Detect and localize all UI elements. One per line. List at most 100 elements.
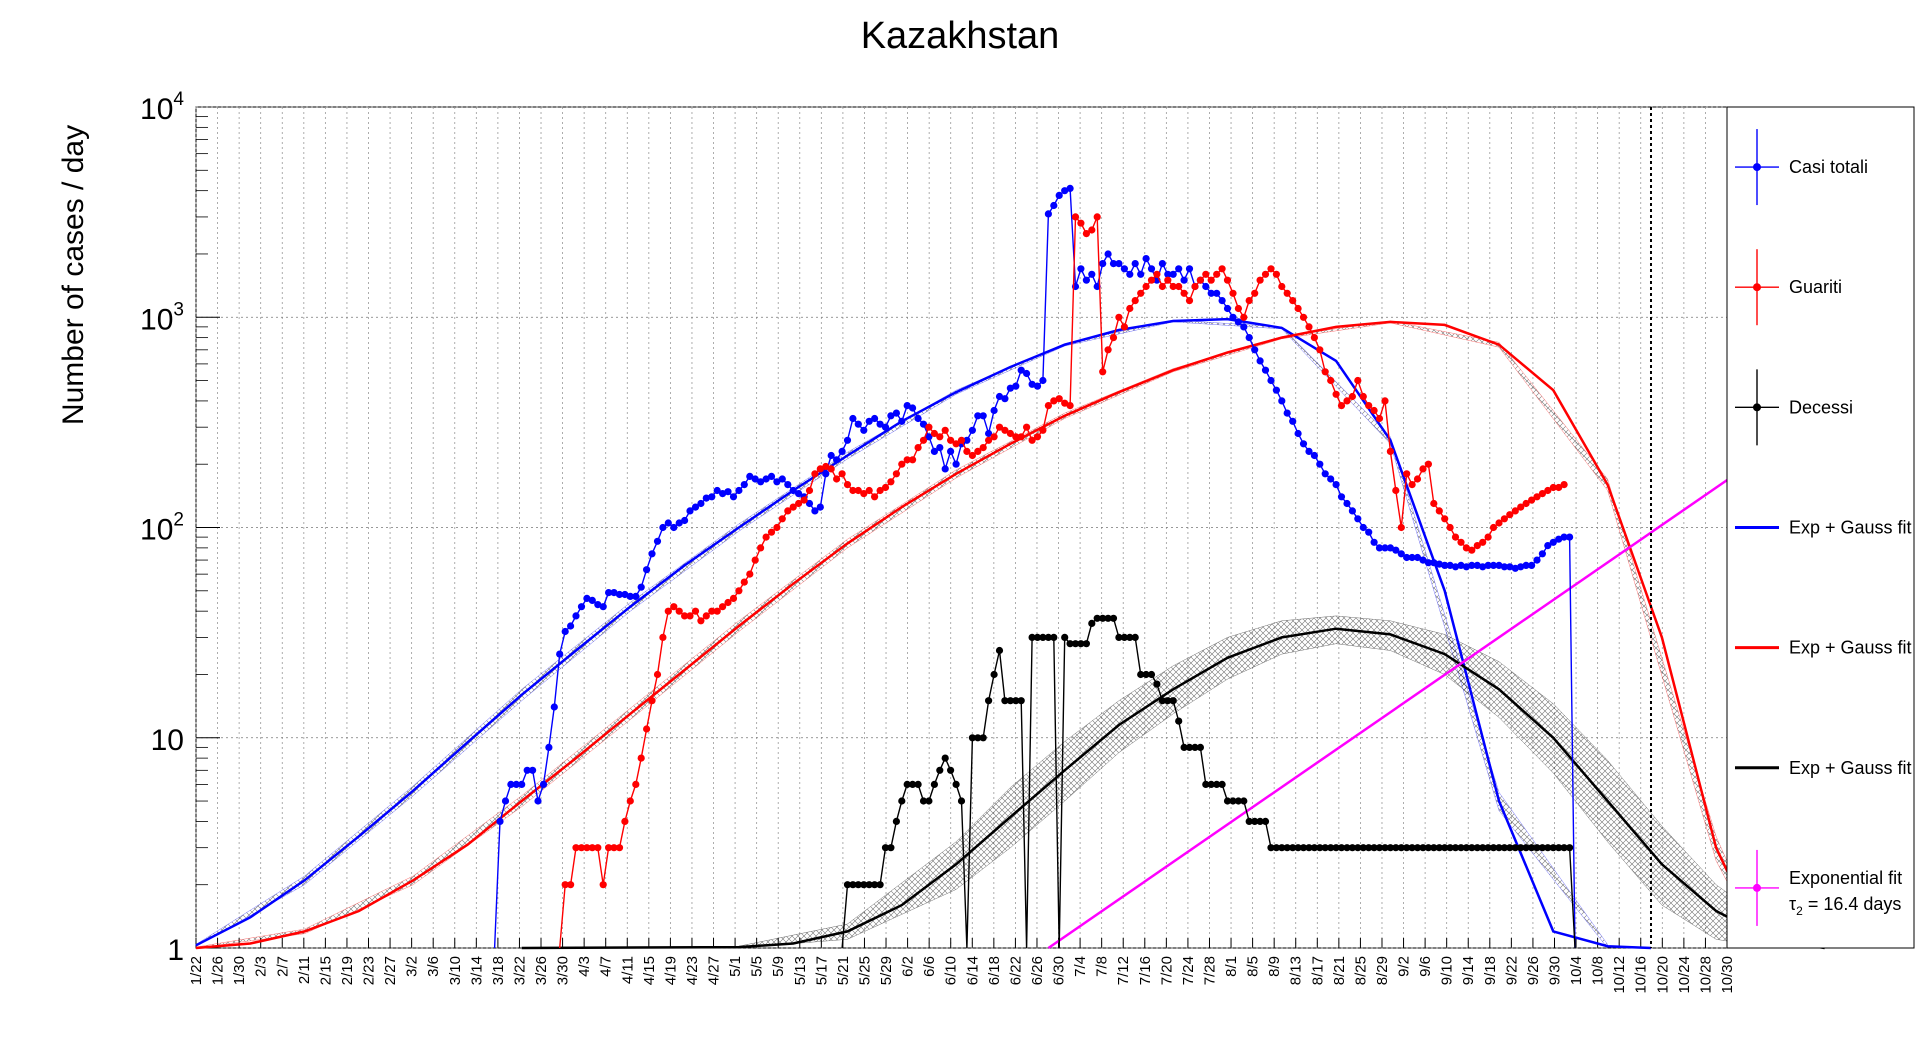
data-point: [1408, 481, 1416, 489]
data-point: [588, 844, 596, 852]
data-point: [1164, 270, 1172, 278]
data-point: [708, 493, 716, 501]
data-point: [1055, 395, 1063, 403]
data-point: [1435, 507, 1443, 515]
data-point: [1321, 368, 1329, 376]
data-point: [1397, 550, 1405, 558]
x-tick-label: 6/10: [943, 956, 960, 985]
data-point: [746, 570, 754, 578]
data-point: [1240, 797, 1248, 805]
data-point: [1441, 561, 1449, 570]
data-point: [947, 436, 955, 444]
data-point: [1451, 533, 1460, 541]
data-point: [1337, 844, 1346, 852]
data-point: [1218, 780, 1226, 789]
data-point: [1359, 844, 1367, 852]
data-point: [751, 556, 759, 564]
data-point: [664, 519, 672, 527]
data-point: [1430, 844, 1438, 852]
data-point: [1560, 533, 1568, 541]
x-tick-label: 1/22: [188, 956, 205, 985]
data-point: [626, 592, 634, 601]
x-tick-label: 5/5: [749, 956, 766, 977]
data-point: [1386, 447, 1394, 455]
data-point: [1126, 633, 1134, 642]
data-point: [1289, 417, 1297, 425]
data-point: [1093, 213, 1101, 221]
data-point: [778, 475, 786, 483]
x-tick-label: 10/20: [1654, 956, 1671, 994]
data-point: [1310, 844, 1318, 852]
data-point: [686, 507, 694, 515]
data-point: [1229, 313, 1237, 321]
tau-subscript: 2: [1796, 904, 1803, 918]
data-point: [594, 601, 602, 609]
data-point: [1012, 382, 1020, 390]
data-point: [1468, 546, 1476, 554]
data-point: [550, 703, 558, 711]
data-point: [974, 412, 982, 420]
data-point: [1272, 844, 1280, 852]
x-tick-label: 5/1: [727, 956, 744, 977]
x-tick-label: 10/16: [1633, 956, 1650, 994]
data-point: [1506, 844, 1514, 852]
x-tick-label: 10/28: [1697, 956, 1714, 994]
data-point: [1218, 265, 1226, 273]
data-point: [670, 603, 678, 611]
data-point: [1006, 697, 1015, 705]
x-tick-label: 8/13: [1288, 956, 1305, 985]
data-point: [1500, 563, 1508, 571]
data-point: [1142, 255, 1150, 263]
data-point: [881, 844, 890, 852]
data-point: [1044, 402, 1052, 410]
data-point: [1392, 546, 1400, 554]
data-point: [1517, 503, 1525, 511]
fit-confidence-band: [738, 615, 1771, 949]
data-point: [800, 496, 808, 504]
data-point: [854, 486, 862, 495]
data-point: [1359, 523, 1367, 532]
data-point: [1348, 507, 1356, 515]
data-point: [1538, 844, 1546, 852]
data-point: [1028, 380, 1036, 388]
legend-label-line2: τ2 = 16.4 days: [1789, 894, 1901, 918]
data-point: [1397, 523, 1405, 532]
data-point: [1180, 276, 1188, 284]
data-point: [1039, 633, 1047, 642]
y-tick-label: 1: [167, 934, 184, 967]
gauss-fit-curve: [195, 317, 1652, 950]
data-point: [778, 515, 786, 523]
data-point: [1175, 282, 1183, 291]
data-point: [1066, 402, 1074, 410]
data-point: [963, 447, 971, 455]
data-point: [865, 417, 873, 425]
x-tick-label: 4/19: [662, 956, 679, 985]
data-point: [1299, 313, 1308, 321]
data-point: [664, 607, 672, 615]
series-line: [493, 187, 1576, 949]
data-point: [746, 472, 754, 480]
data-point: [1088, 270, 1096, 278]
data-point: [545, 743, 553, 752]
data-point: [1430, 559, 1438, 567]
data-point: [610, 844, 618, 852]
data-point: [1419, 465, 1427, 473]
data-point: [963, 436, 971, 444]
data-point: [914, 414, 922, 423]
data-point: [1017, 433, 1025, 441]
data-point: [1077, 640, 1085, 648]
data-point: [1153, 680, 1161, 688]
data-point: [1495, 844, 1503, 852]
data-point: [1175, 265, 1183, 273]
x-tick-label: 7/20: [1158, 956, 1175, 985]
x-tick-label: 5/9: [770, 956, 787, 977]
data-point: [1462, 544, 1470, 552]
data-point: [1511, 507, 1519, 515]
data-point: [968, 451, 977, 460]
data-point: [1234, 304, 1242, 313]
x-tick-label: 2/3: [253, 956, 270, 977]
data-point: [1283, 844, 1291, 852]
data-point: [1441, 844, 1449, 852]
data-point: [1462, 844, 1470, 852]
data-point: [648, 550, 656, 558]
